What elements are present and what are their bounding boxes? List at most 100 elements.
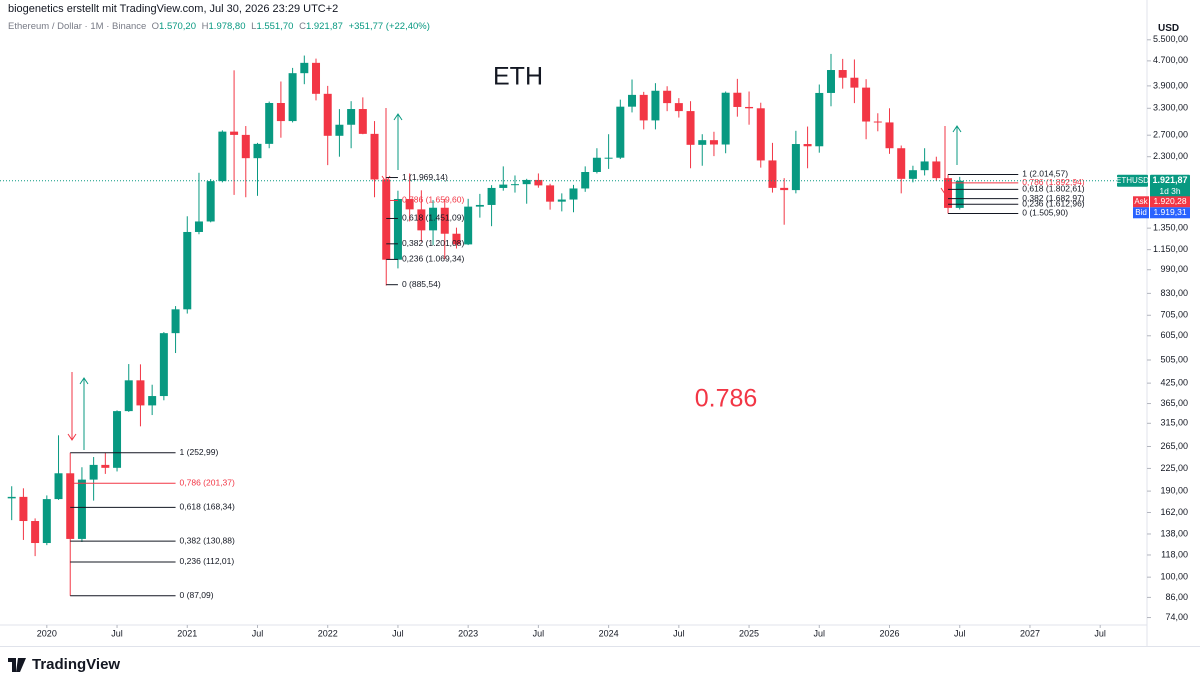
- candle-body: [826, 70, 835, 93]
- y-tick-label: 74,00: [1165, 612, 1188, 622]
- y-tick-label: 605,00: [1160, 330, 1188, 340]
- candle-body: [89, 464, 98, 480]
- candle-body: [897, 148, 906, 179]
- fib-label: 0 (1.505,90): [1022, 208, 1068, 218]
- candle-body: [885, 122, 894, 149]
- candle-body: [709, 140, 718, 145]
- candle-body: [171, 309, 180, 334]
- ask-value-tag: [1150, 196, 1190, 208]
- candle-body: [756, 108, 765, 161]
- candle-body: [206, 181, 215, 222]
- author-line: biogenetics erstellt mit TradingView.com…: [8, 3, 339, 15]
- candle-body: [651, 90, 660, 121]
- candle-body: [721, 92, 730, 145]
- arrow-drawings: [67, 108, 962, 450]
- candle-body: [393, 198, 402, 260]
- candle-body: [510, 184, 519, 186]
- bid-tag-text: Bid: [1135, 208, 1147, 217]
- logo-dot: [17, 658, 23, 664]
- x-tick-label: 2020: [37, 628, 57, 638]
- y-tick-label: 100,00: [1160, 572, 1188, 582]
- candle-body: [218, 131, 227, 182]
- y-tick-label: 190,00: [1160, 485, 1188, 495]
- x-tick-label: Jul: [1094, 628, 1106, 638]
- candle-body: [440, 207, 449, 234]
- x-tick-label: 2027: [1020, 628, 1040, 638]
- ohlc-value: 1.978,80: [208, 21, 246, 32]
- x-tick-label: Jul: [673, 628, 685, 638]
- candle-body: [639, 94, 648, 121]
- y-tick-label: 1.150,00: [1153, 244, 1188, 254]
- candle-body: [955, 180, 964, 208]
- fib-label: 1 (252,99): [180, 447, 219, 457]
- candle-body: [557, 199, 566, 202]
- candle-body: [873, 121, 882, 123]
- ohlc-value: 1.570,20: [159, 21, 196, 32]
- candle-body: [464, 206, 473, 245]
- candle-body: [908, 170, 917, 179]
- candle-body: [815, 92, 824, 147]
- candle-body: [19, 496, 28, 522]
- candle-body: [288, 73, 297, 122]
- x-tick-label: Jul: [533, 628, 545, 638]
- x-tick-label: Jul: [814, 628, 826, 638]
- candle-body: [101, 464, 110, 468]
- fib-label: 0 (885,54): [402, 279, 441, 289]
- currency: USD: [1158, 23, 1180, 34]
- x-tick-label: Jul: [392, 628, 404, 638]
- candle-body: [7, 496, 16, 499]
- candle-body: [780, 187, 789, 191]
- ask-tag-text: Ask: [1134, 197, 1148, 206]
- candle-body: [382, 179, 391, 260]
- ask-value-text: 1.920,28: [1153, 196, 1186, 206]
- candle-body: [475, 204, 484, 207]
- y-tick-label: 225,00: [1160, 463, 1188, 473]
- symbol: Ethereum / Dollar · 1M · Binance: [8, 21, 147, 32]
- candle-body: [323, 93, 332, 136]
- bid-tag: [1133, 207, 1149, 219]
- ohlc-key: L: [251, 21, 257, 32]
- y-tick-label: 830,00: [1160, 288, 1188, 298]
- fib-label: 0,236 (112,01): [180, 556, 235, 566]
- candle-body: [370, 133, 379, 180]
- candle-body: [31, 521, 40, 544]
- y-tick-label: 705,00: [1160, 310, 1188, 320]
- x-tick-label: Jul: [111, 628, 123, 638]
- candle-body: [733, 92, 742, 107]
- arrow: [381, 108, 391, 183]
- x-tick-label: 2024: [599, 628, 619, 638]
- candle-body: [42, 499, 51, 544]
- fib-label: 0,382 (1.682,97): [1022, 193, 1085, 203]
- ohlc-key: C: [299, 21, 306, 32]
- candle-body: [698, 140, 707, 145]
- candle-body: [534, 179, 543, 186]
- candle-body: [803, 144, 812, 147]
- candle-body: [136, 380, 145, 406]
- ohlc-key: O: [151, 21, 160, 32]
- candle-body: [546, 185, 555, 202]
- symbol-tag: [1117, 174, 1148, 187]
- symbol-tag-text: ETHUSD: [1116, 176, 1149, 185]
- price-tag: [1150, 174, 1190, 198]
- candle-body: [628, 94, 637, 107]
- candle-body: [932, 161, 941, 179]
- change: +351,77 (+22,40%): [348, 21, 430, 32]
- candle-body: [686, 111, 695, 145]
- candle-body: [300, 62, 309, 74]
- candles: [7, 53, 964, 596]
- candle-body: [230, 131, 239, 135]
- fib-label: 0,786 (1.892,94): [1022, 177, 1085, 187]
- ohlc-value: 1.921,87: [305, 21, 343, 32]
- x-tick-label: Jul: [954, 628, 966, 638]
- y-tick-label: 315,00: [1160, 418, 1188, 428]
- candle-body: [569, 188, 578, 200]
- y-tick-label: 118,00: [1161, 549, 1188, 559]
- fib-label: 0,382 (1.201,08): [402, 238, 465, 248]
- candle-body: [312, 62, 321, 94]
- candle-body: [347, 109, 356, 125]
- arrow: [67, 372, 77, 441]
- candle-body: [429, 207, 438, 231]
- fib-label: 0,382 (130,88): [180, 535, 235, 545]
- fib-label: 0,618 (1.451,09): [402, 213, 465, 223]
